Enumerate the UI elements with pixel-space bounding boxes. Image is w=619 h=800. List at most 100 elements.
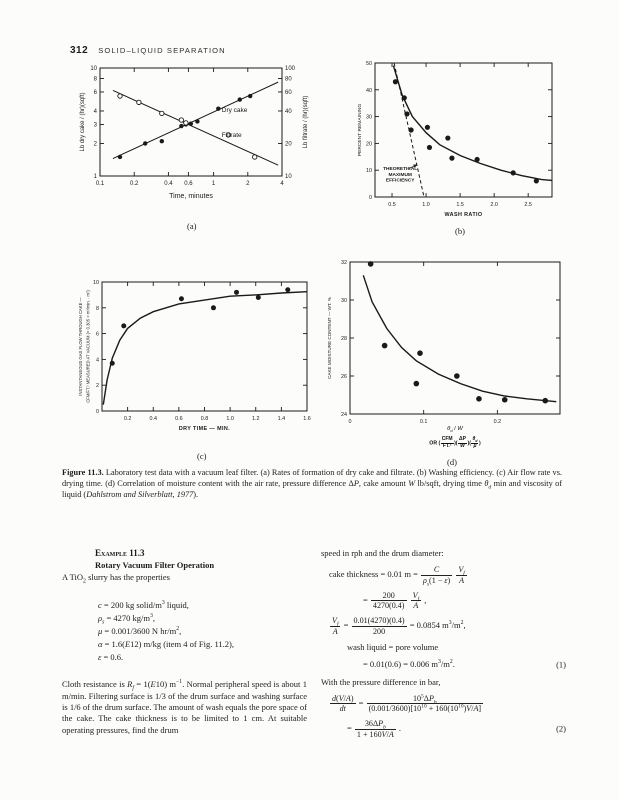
svg-text:0.2: 0.2 — [124, 416, 132, 422]
svg-text:1.0: 1.0 — [226, 416, 234, 422]
x-axis: 0.5 1.0 1.5 2.0 2.5 — [388, 63, 532, 208]
paragraph: With the pressure difference in bar, — [321, 676, 441, 687]
x-axis-label: DRY TIME — MIN. — [179, 426, 230, 432]
svg-text:2: 2 — [246, 181, 250, 187]
svg-text:1.4: 1.4 — [278, 416, 286, 422]
equation-line: wash liquid = pore volume — [347, 641, 439, 652]
series-label: Filtrate — [222, 132, 242, 139]
svg-text:3: 3 — [94, 122, 98, 128]
y2-axis: 10 20 40 60 80 100 — [278, 66, 296, 180]
example-intro: A TiO2 slurry has the properties — [62, 572, 170, 585]
chart-a: 0.1 0.2 0.4 0.6 1 2 4 1 2 3 4 6 8 10 10 20 40 60 80 100 Dry … — [76, 60, 312, 212]
svg-text:4: 4 — [94, 109, 98, 115]
svg-text:0.1: 0.1 — [96, 181, 105, 187]
property-line: μ = 0.001/3600 N hr/m2, — [98, 625, 182, 636]
svg-text:30: 30 — [341, 298, 347, 304]
x-axis: 0.1 0.2 0.4 0.6 1 2 4 — [96, 68, 284, 187]
svg-text:0.4: 0.4 — [150, 416, 158, 422]
right-flow: speed in rph and the drum diameter: cake … — [321, 548, 566, 739]
svg-text:10: 10 — [93, 280, 99, 286]
example-paragraph: Cloth resistance is Rf = 1(E10) m−1. Nor… — [62, 679, 308, 735]
example-heading: Example 11.3 — [95, 548, 145, 558]
svg-text:30: 30 — [366, 115, 372, 121]
chart-d: 0 0.1 0.2 24 26 28 30 32 CAKE MOISTURE CONTENT —… — [318, 252, 568, 464]
page-number: 312 — [70, 45, 89, 56]
svg-text:50: 50 — [366, 61, 372, 67]
equation-number: (2) — [556, 723, 566, 734]
x-axis-label-alternate: OR (CFM FT.²)(ΔP W)(θd μ) — [429, 436, 481, 449]
svg-text:1.6: 1.6 — [303, 416, 311, 422]
svg-text:0.4: 0.4 — [164, 181, 173, 187]
svg-text:0.2: 0.2 — [494, 419, 502, 425]
svg-text:0.6: 0.6 — [175, 416, 183, 422]
series-label: Dry cake — [222, 107, 248, 114]
x-axis-label: WASH RATIO — [444, 212, 482, 218]
y-axis: 1 2 3 4 6 8 10 — [90, 66, 104, 180]
svg-text:1: 1 — [212, 181, 216, 187]
svg-text:THEORETICAL: THEORETICAL — [383, 166, 417, 172]
series-Filtrate — [112, 89, 279, 166]
svg-text:1.2: 1.2 — [252, 416, 260, 422]
svg-text:100: 100 — [285, 66, 296, 72]
equation-line: = 36ΔPb 1 + 160V/A . (2) — [347, 719, 566, 739]
svg-text:20: 20 — [285, 141, 292, 147]
svg-text:EFFICIENCY: EFFICIENCY — [386, 177, 415, 183]
y-axis-label: CAKE MOISTURE CONTENT — WT. % — [327, 297, 332, 379]
svg-text:1: 1 — [94, 174, 98, 180]
series-data — [109, 287, 291, 366]
equation-line: = 0.01(0.6) = 0.006 m3/m2. (1) — [363, 659, 566, 670]
x-axis-label: Time, minutes — [169, 193, 213, 200]
svg-text:0: 0 — [349, 419, 352, 425]
y-axis-label: PERCENT REMAINING — [357, 104, 363, 157]
svg-text:10: 10 — [285, 174, 292, 180]
property-line: α = 1.6(E12) m/kg (item 4 of Fig. 11.2), — [98, 639, 234, 650]
y2-axis-label: Lb filtrate / (hr)(sqft) — [303, 96, 309, 149]
svg-text:8: 8 — [94, 76, 98, 82]
svg-text:0.6: 0.6 — [184, 181, 193, 187]
svg-text:10: 10 — [90, 66, 97, 72]
svg-text:6: 6 — [96, 332, 99, 338]
x-axis: 0.2 0.4 0.6 0.8 1.0 1.2 1.4 1.6 — [124, 282, 311, 422]
svg-text:20: 20 — [366, 141, 372, 147]
series-moisture-curve — [362, 275, 557, 403]
svg-text:MAXIMUM: MAXIMUM — [388, 172, 411, 178]
series-airflow-curve — [102, 291, 308, 405]
example-subheading: Rotary Vacuum Filter Operation — [95, 559, 215, 570]
svg-text:2: 2 — [94, 141, 98, 147]
property-line: ρs = 4270 kg/m3, — [98, 612, 156, 626]
series-wash-curve — [392, 65, 553, 182]
paragraph: speed in rph and the drum diameter: — [321, 548, 444, 558]
svg-text:0: 0 — [369, 195, 372, 201]
y-axis-label: Lb dry cake / (hr)(sqft) — [80, 92, 86, 151]
property-line: c = 200 kg solid/m3 liquid, — [98, 599, 189, 610]
equation-line: = 200 4270(0.4) Vf A , — [363, 590, 427, 611]
chart-a-plot: 0.1 0.2 0.4 0.6 1 2 4 1 2 3 4 6 8 10 10 20 40 60 80 100 Dry … — [80, 66, 309, 200]
svg-text:2.0: 2.0 — [490, 202, 498, 208]
series-Dry cake — [112, 81, 279, 160]
chart-b-plot: 0.5 1.0 1.5 2.0 2.5 0 10 20 30 40 50 THEORETICALMAX… — [357, 61, 553, 218]
sublabel-a: (a) — [187, 221, 197, 231]
svg-text:1.5: 1.5 — [456, 202, 464, 208]
running-head: SOLID–LIQUID SEPARATION — [98, 46, 226, 55]
x-axis-label: θd / W — [447, 426, 463, 434]
svg-text:24: 24 — [341, 412, 347, 418]
svg-text:10: 10 — [366, 168, 372, 174]
sublabel-c: (c) — [197, 451, 207, 461]
equation-number: (1) — [556, 659, 566, 670]
svg-text:40: 40 — [366, 88, 372, 94]
svg-text:2: 2 — [96, 383, 99, 389]
y-axis-label: CFM/FT.² MEASURED AT VACUUM (× 0.305 = m… — [86, 290, 91, 403]
chart-d-plot: 0 0.1 0.2 24 26 28 30 32 CAKE MOISTURE CONTENT —… — [327, 260, 561, 425]
chart-c-plot: 0.2 0.4 0.6 0.8 1.0 1.2 1.4 1.6 0 2 4 6 8 10 DRY TIME … — [78, 280, 311, 432]
sublabel-d: (d) — [447, 457, 457, 467]
example-left-column: Example 11.3 Rotary Vacuum Filter Operat… — [62, 548, 307, 736]
svg-text:80: 80 — [285, 76, 292, 82]
svg-text:0.5: 0.5 — [388, 202, 396, 208]
y-axis: 0 10 20 30 40 50 — [366, 61, 552, 201]
equation-line: d(V/A) dt = 105ΔPb (0.001/3600)[1010 + 160… — [330, 693, 484, 714]
chart-c: 0.2 0.4 0.6 0.8 1.0 1.2 1.4 1.6 0 2 4 6 8 10 DRY TIME … — [58, 268, 312, 446]
x-axis: 0 0.1 0.2 — [349, 262, 502, 425]
